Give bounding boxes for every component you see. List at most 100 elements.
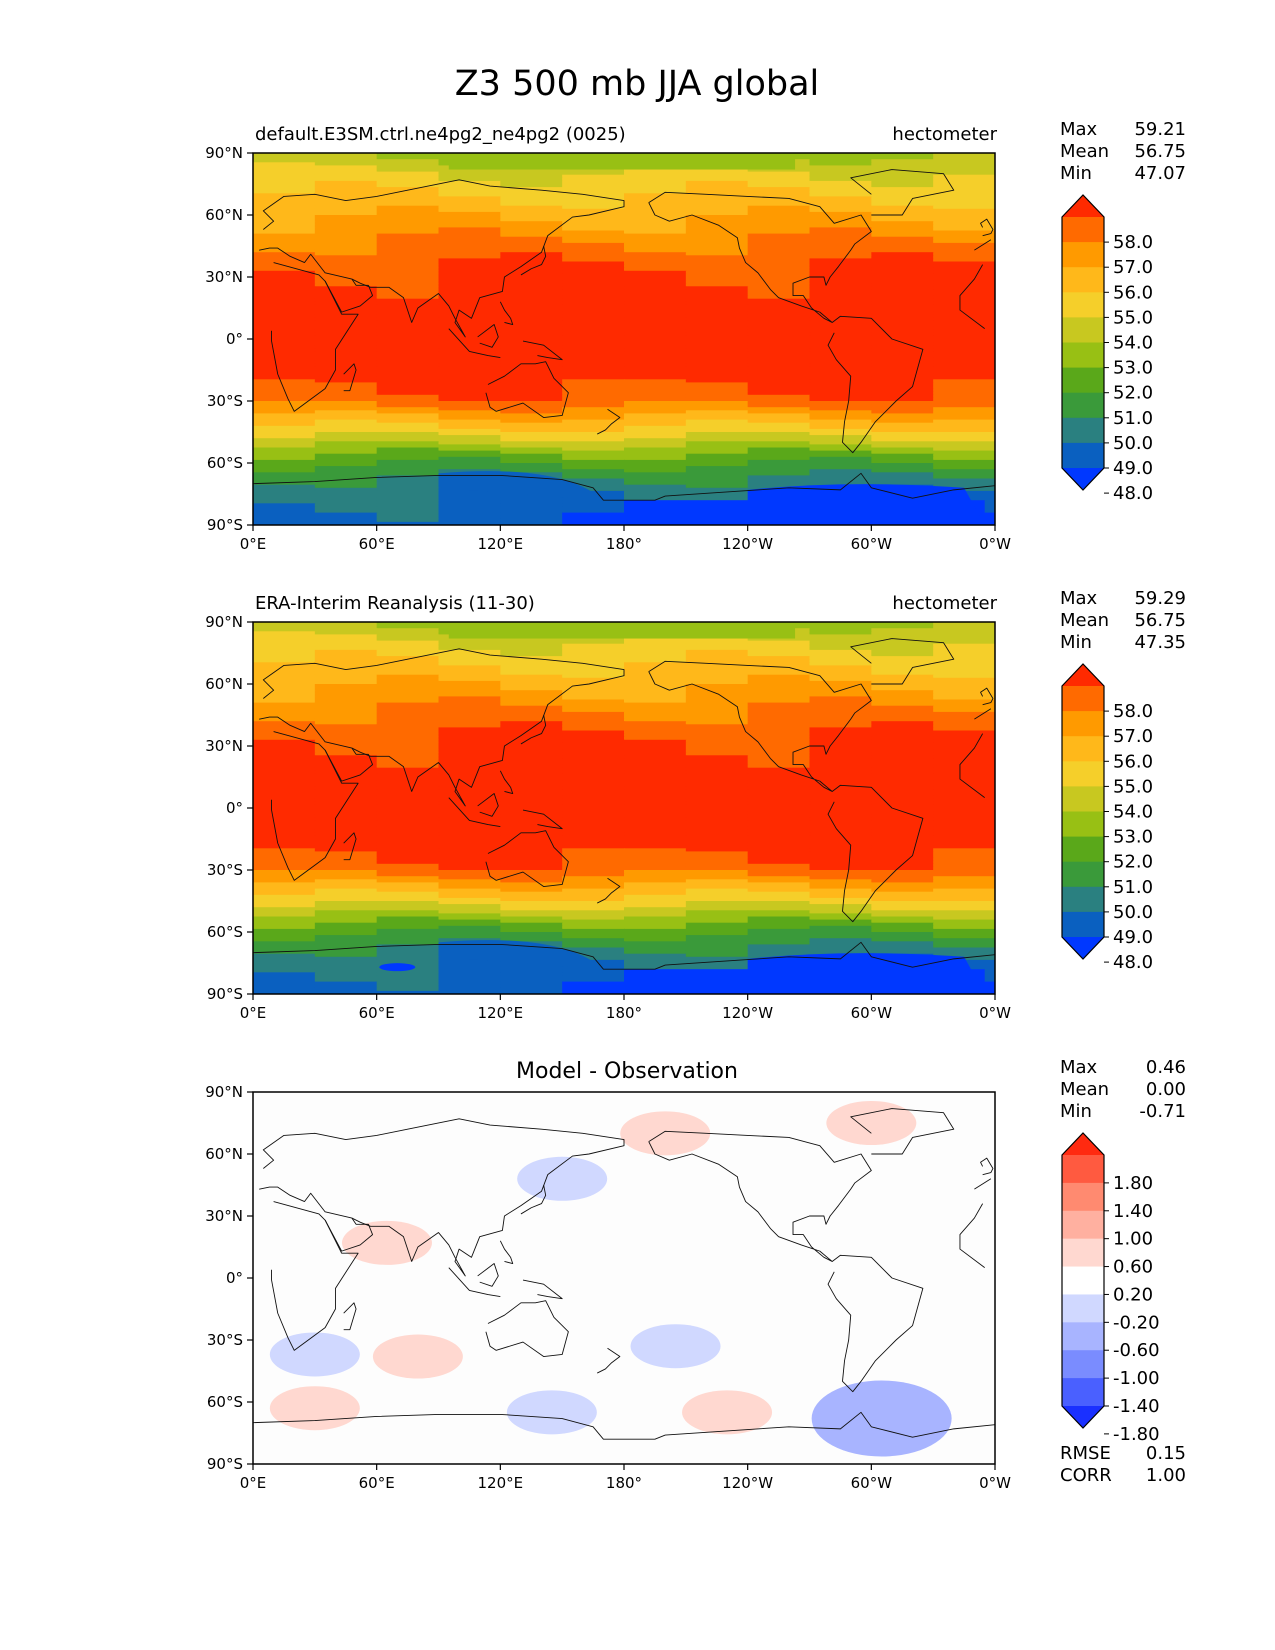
contour-band	[685, 742, 749, 747]
contour-band	[871, 742, 934, 747]
contour-band	[809, 239, 872, 244]
contour-band	[314, 863, 378, 868]
colorbar-extend-min	[1062, 468, 1104, 490]
contour-band	[253, 391, 316, 396]
contour-band	[624, 490, 687, 495]
contour-band	[500, 503, 563, 507]
colorbar-label: 51.0	[1113, 877, 1153, 898]
contour-band	[685, 932, 749, 936]
contour-band	[376, 314, 440, 318]
contour-band	[253, 159, 316, 163]
contour-band	[500, 521, 563, 525]
contour-band	[253, 490, 316, 495]
contour-band	[253, 981, 316, 986]
contour-band	[685, 783, 749, 787]
contour-band	[562, 687, 625, 691]
contour-band	[747, 897, 811, 902]
contour-band	[562, 901, 625, 905]
contour-band	[500, 202, 563, 207]
contour-band	[376, 705, 440, 710]
contour-band	[871, 432, 934, 436]
contour-band	[809, 817, 872, 821]
contour-band	[809, 187, 872, 191]
contour-band	[562, 264, 625, 269]
contour-band	[871, 478, 934, 483]
contour-band	[500, 497, 563, 501]
contour-band	[438, 804, 501, 809]
contour-band	[562, 842, 625, 846]
contour-band	[933, 702, 995, 707]
contour-band	[685, 770, 749, 775]
contour-band	[933, 329, 995, 334]
contour-band	[685, 804, 749, 809]
contour-band	[314, 174, 378, 179]
contour-band	[933, 742, 995, 747]
contour-band	[871, 428, 934, 433]
contour-band	[314, 292, 378, 297]
contour-band	[562, 425, 625, 430]
contour-band	[253, 432, 316, 436]
colorbar-label: -0.60	[1113, 1340, 1160, 1361]
contour-band	[747, 308, 811, 312]
contour-band	[809, 466, 872, 470]
contour-band	[685, 239, 749, 244]
contour-band	[314, 357, 378, 362]
contour-band	[933, 242, 995, 247]
contour-band	[562, 335, 625, 340]
contour-band	[747, 761, 811, 766]
contour-band	[871, 224, 934, 228]
contour-band	[809, 351, 872, 356]
colorbar-segment	[1062, 911, 1104, 938]
contour-band	[562, 795, 625, 800]
contour-band	[562, 518, 625, 523]
contour-band	[685, 413, 749, 418]
contour-band	[500, 184, 563, 188]
contour-band	[500, 823, 563, 828]
contour-band	[253, 289, 316, 294]
contour-band	[562, 814, 625, 818]
contour-band	[624, 845, 687, 849]
stat-mean-label: Mean	[1060, 1079, 1109, 1100]
contour-band	[438, 435, 501, 439]
contour-band	[685, 432, 749, 436]
contour-band	[933, 401, 995, 405]
contour-band	[562, 289, 625, 294]
contour-band	[809, 922, 872, 927]
y-tick-label: 90°S	[207, 985, 243, 1003]
contour-band	[933, 777, 995, 781]
contour-band	[685, 749, 749, 753]
contour-band	[314, 944, 378, 949]
contour-band	[685, 823, 749, 828]
contour-band	[562, 727, 625, 732]
contour-band	[685, 339, 749, 343]
contour-band	[933, 693, 995, 697]
contour-band	[376, 811, 440, 815]
contour-band	[562, 752, 625, 756]
contour-band	[562, 677, 625, 682]
contour-band	[376, 746, 440, 750]
contour-band	[253, 385, 316, 390]
contour-band	[624, 736, 687, 741]
contour-band	[253, 901, 316, 905]
contour-band	[933, 910, 995, 914]
contour-band	[500, 715, 563, 719]
contour-band	[562, 820, 625, 825]
contour-band	[624, 388, 687, 393]
contour-band	[933, 897, 995, 902]
contour-band	[376, 761, 440, 766]
contour-band	[314, 761, 378, 766]
contour-band	[747, 419, 811, 424]
contour-band	[376, 783, 440, 787]
contour-band	[314, 267, 378, 272]
panel-difference: Model - Observation 0°E 60°E 120°E 180° 120°…	[205, 1057, 1186, 1492]
contour-band	[933, 171, 995, 176]
contour-band	[809, 916, 872, 921]
contour-band	[747, 227, 811, 232]
contour-band	[314, 739, 378, 744]
contour-band	[624, 497, 687, 501]
contour-band	[314, 360, 378, 365]
contour-band	[933, 625, 995, 629]
contour-band	[871, 646, 934, 651]
contour-band	[562, 932, 625, 936]
contour-band	[747, 649, 811, 654]
